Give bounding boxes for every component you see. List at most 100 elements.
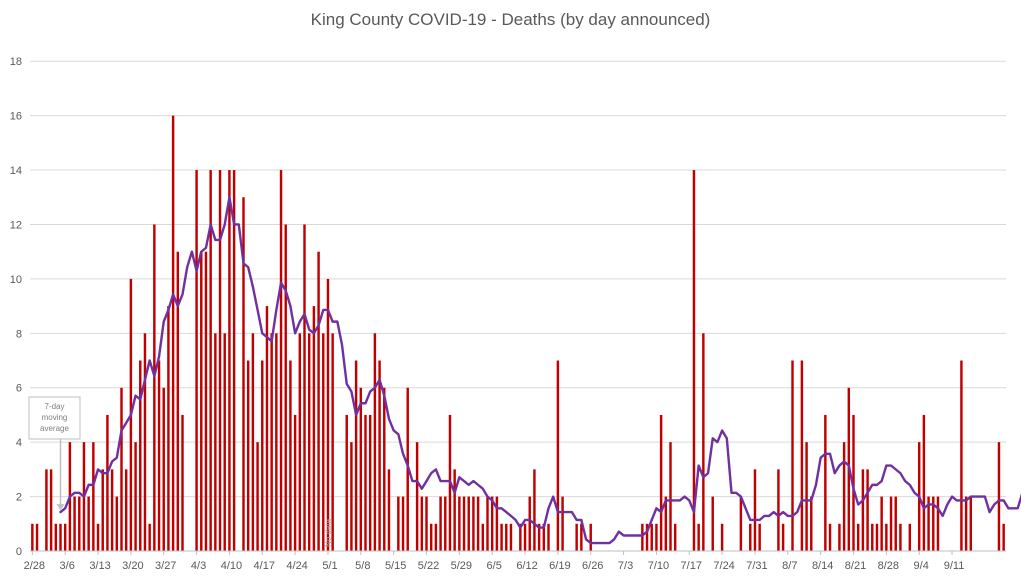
bar (312, 306, 316, 551)
bar (209, 170, 212, 552)
bar (317, 251, 320, 551)
bar (78, 496, 81, 551)
bar (749, 523, 752, 551)
x-tick-label: 7/31 (746, 560, 767, 572)
bar (110, 469, 114, 551)
bar (425, 496, 428, 551)
bar (364, 414, 367, 551)
bar (439, 496, 442, 551)
bar (880, 496, 883, 551)
bar (223, 333, 226, 551)
y-tick-label: 6 (16, 383, 22, 395)
x-tick-label: 8/7 (782, 560, 797, 572)
bar (63, 523, 67, 551)
bar (322, 333, 325, 551)
bar (908, 523, 912, 551)
x-tick-label: 7/24 (713, 560, 734, 572)
bar (124, 469, 128, 551)
bar (791, 360, 794, 551)
bar (35, 523, 39, 551)
bar (298, 333, 302, 551)
grid-layer (30, 60, 1006, 498)
bar (265, 306, 269, 551)
bar (964, 496, 968, 551)
x-tick-label: 9/4 (914, 560, 929, 572)
bar (871, 523, 874, 551)
bar (345, 414, 348, 551)
bar (167, 306, 170, 551)
bar (148, 523, 151, 551)
bar (697, 523, 700, 551)
bar (73, 496, 76, 551)
x-tick-label: 3/6 (60, 560, 75, 572)
bar (641, 523, 644, 551)
annotation-text: average (40, 424, 69, 433)
x-tick-label: 7/10 (648, 560, 669, 572)
bar (777, 469, 780, 551)
bar (580, 523, 583, 551)
x-tick-label: 6/19 (549, 560, 570, 572)
bar (537, 523, 541, 551)
bar (650, 523, 653, 551)
bar (171, 115, 175, 551)
bar (781, 523, 785, 551)
x-tick-label: 6/26 (582, 560, 603, 572)
bar (307, 333, 311, 551)
bar (242, 197, 245, 551)
line-layer (59, 196, 1021, 545)
bar (415, 442, 419, 551)
bar (354, 360, 358, 551)
bar (856, 523, 860, 551)
bar (49, 469, 53, 551)
no-data-label: No data (324, 518, 333, 547)
bar (270, 333, 273, 551)
bar (162, 387, 165, 551)
bar (373, 333, 377, 551)
y-tick-label: 0 (16, 546, 22, 558)
x-tick-label: 2/28 (24, 560, 45, 572)
bar (842, 442, 846, 551)
bar (420, 496, 424, 551)
bar (331, 333, 334, 551)
bar (214, 333, 217, 551)
bar (547, 523, 550, 551)
bar (139, 360, 142, 551)
bar (645, 523, 649, 551)
bar (1002, 523, 1005, 551)
x-tick-label: 4/24 (286, 560, 307, 572)
bar (523, 523, 527, 551)
bar (673, 523, 677, 551)
bar (927, 496, 930, 551)
bar (495, 496, 499, 551)
axis-layer: 0 2 4 6 8 10 12 14 16 18 2/28 3/6 3/13 3/20 3/27 4/3 4/1… (10, 56, 1006, 572)
bar (31, 523, 34, 551)
bar (120, 387, 123, 551)
bar (885, 523, 888, 551)
bar (218, 170, 222, 552)
bar (664, 496, 668, 551)
bar (59, 523, 62, 551)
bar (659, 414, 663, 551)
bar (101, 469, 104, 551)
bar (960, 360, 963, 551)
bar (575, 523, 578, 551)
x-tick-label: 5/15 (385, 560, 406, 572)
bar (176, 251, 180, 551)
x-tick-label: 3/20 (122, 560, 143, 572)
y-tick-label: 16 (10, 111, 22, 123)
bar (387, 469, 391, 551)
bar (505, 523, 508, 551)
bar (303, 224, 306, 551)
bar (359, 387, 363, 551)
annotation-box (28, 396, 81, 440)
bar (542, 523, 546, 551)
x-tick-label: 4/3 (191, 560, 206, 572)
bar (204, 251, 208, 551)
annot-layer: 7-day moving average No data (28, 396, 333, 547)
bar (96, 523, 100, 551)
bar (486, 496, 489, 551)
x-tick-label: 5/29 (451, 560, 472, 572)
bar (711, 496, 714, 551)
y-tick-label: 4 (16, 437, 22, 449)
